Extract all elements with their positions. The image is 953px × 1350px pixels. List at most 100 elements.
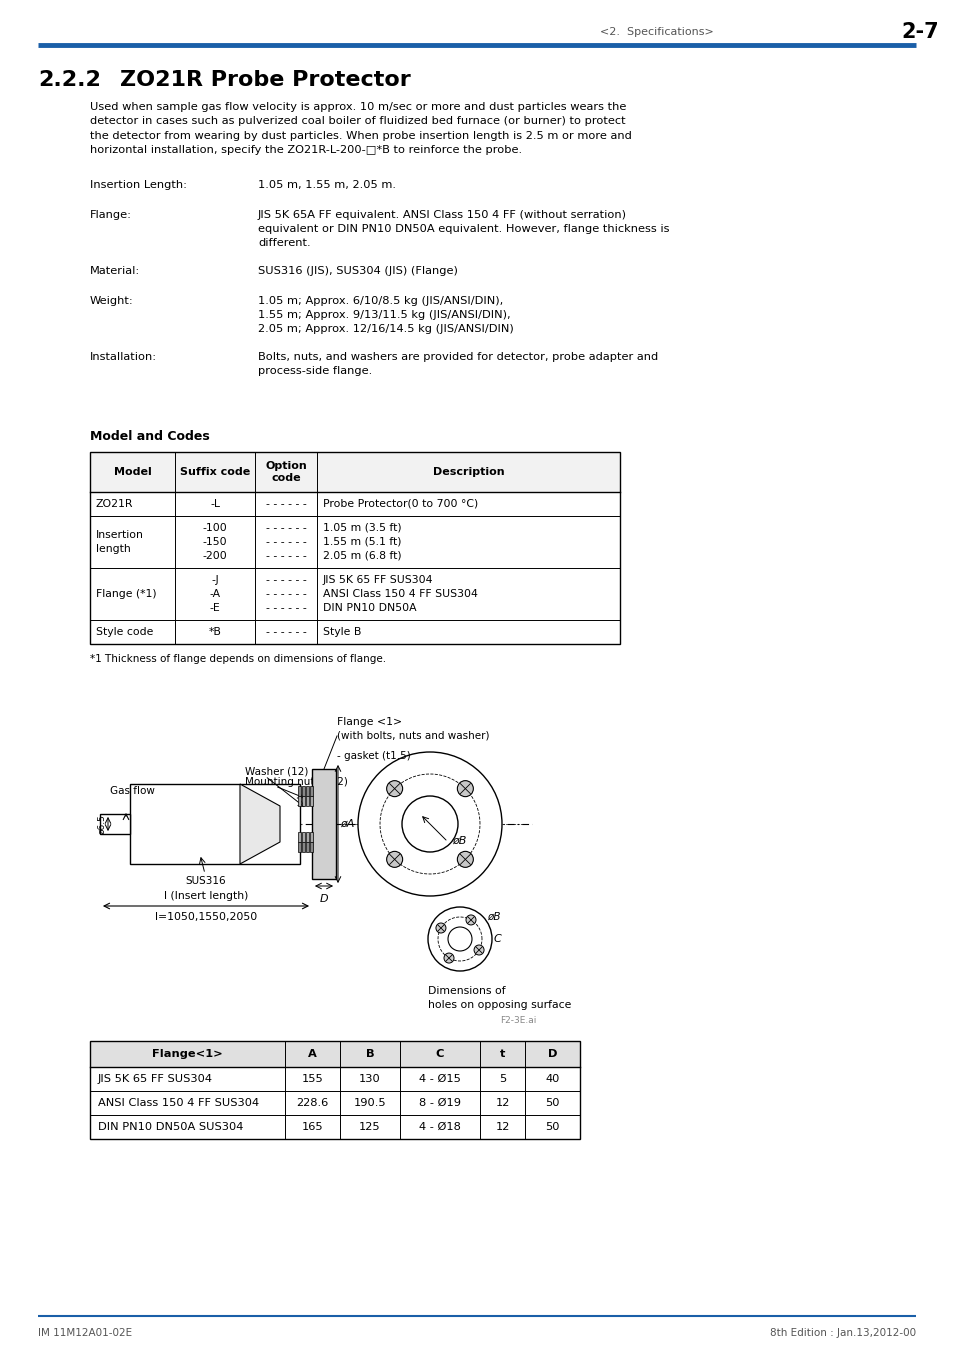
Circle shape [428,907,492,971]
Text: Flange <1>: Flange <1> [336,717,402,728]
Text: C: C [436,1049,444,1058]
Text: 228.6: 228.6 [296,1098,328,1108]
Text: Style code: Style code [96,626,153,637]
Text: Suffix code: Suffix code [180,467,250,477]
Text: - - - - - -: - - - - - - [265,500,306,509]
Bar [297,796,301,806]
Text: 1.05 m; Approx. 6/10/8.5 kg (JIS/ANSI/DIN),
1.55 m; Approx. 9/13/11.5 kg (JIS/AN: 1.05 m; Approx. 6/10/8.5 kg (JIS/ANSI/DI… [257,296,514,335]
Text: 8th Edition : Jan.13,2012-00: 8th Edition : Jan.13,2012-00 [769,1328,915,1338]
Text: 125: 125 [359,1122,380,1133]
Text: 165: 165 [301,1122,323,1133]
Text: -100
-150
-200: -100 -150 -200 [202,522,227,562]
Bar [306,832,309,842]
Circle shape [474,945,483,954]
Text: Dimensions of: Dimensions of [428,986,505,996]
Text: 4 - Ø15: 4 - Ø15 [418,1075,460,1084]
Bar [100,814,130,834]
Bar [312,769,335,879]
Text: Mounting nut (M12): Mounting nut (M12) [245,778,348,787]
Text: 130: 130 [358,1075,380,1084]
Text: øA: øA [339,819,354,829]
Bar [90,452,619,491]
Text: øB: øB [486,913,500,922]
Text: Style B: Style B [323,626,361,637]
Text: SUS316: SUS316 [185,876,226,886]
Text: *1 Thickness of flange depends on dimensions of flange.: *1 Thickness of flange depends on dimens… [90,653,386,664]
Text: l (Insert length): l (Insert length) [164,891,248,900]
Text: 2-7: 2-7 [901,22,938,42]
Text: 2.2.2: 2.2.2 [38,70,101,90]
Text: 1.05 m (3.5 ft)
1.55 m (5.1 ft)
2.05 m (6.8 ft): 1.05 m (3.5 ft) 1.55 m (5.1 ft) 2.05 m (… [323,522,401,562]
Text: D: D [319,894,328,904]
Text: Option
code: Option code [265,460,307,483]
Bar [90,1041,579,1067]
Text: Weight:: Weight: [90,296,133,305]
Bar [302,786,305,796]
Bar [310,786,313,796]
Bar [130,784,299,864]
Text: 8 - Ø19: 8 - Ø19 [418,1098,460,1108]
Circle shape [443,953,454,963]
Text: JIS 5K 65A FF equivalent. ANSI Class 150 4 FF (without serration)
equivalent or : JIS 5K 65A FF equivalent. ANSI Class 150… [257,209,669,248]
Text: C: C [494,934,501,944]
Text: 5: 5 [498,1075,506,1084]
Text: Probe Protector(0 to 700 °C): Probe Protector(0 to 700 °C) [323,500,477,509]
Text: holes on opposing surface: holes on opposing surface [428,1000,571,1010]
Circle shape [401,796,457,852]
Circle shape [456,780,473,796]
Text: 4 - Ø18: 4 - Ø18 [418,1122,460,1133]
Bar [297,832,301,842]
Text: -L: -L [210,500,220,509]
Text: A: A [308,1049,316,1058]
Bar [306,796,309,806]
Bar [310,796,313,806]
Circle shape [436,923,445,933]
Bar [302,796,305,806]
Text: Washer (12): Washer (12) [245,765,308,776]
Text: 40: 40 [545,1075,559,1084]
Text: 50: 50 [545,1122,559,1133]
Text: - - - - - -: - - - - - - [265,626,306,637]
Text: (with bolts, nuts and washer): (with bolts, nuts and washer) [336,730,489,740]
Bar [90,1041,579,1139]
Text: - gasket (t1.5): - gasket (t1.5) [336,751,411,761]
Bar [306,842,309,852]
Text: Flange (*1): Flange (*1) [96,589,156,599]
Text: Model and Codes: Model and Codes [90,431,210,443]
Bar [297,842,301,852]
Text: JIS 5K 65 FF SUS304
ANSI Class 150 4 FF SUS304
DIN PN10 DN50A: JIS 5K 65 FF SUS304 ANSI Class 150 4 FF … [323,575,477,613]
Text: *B: *B [209,626,221,637]
Text: IM 11M12A01-02E: IM 11M12A01-02E [38,1328,132,1338]
Text: Model: Model [113,467,152,477]
Text: Flange:: Flange: [90,209,132,220]
Text: Used when sample gas flow velocity is approx. 10 m/sec or more and dust particle: Used when sample gas flow velocity is ap… [90,103,631,155]
Circle shape [465,915,476,925]
Text: Material:: Material: [90,266,140,275]
Text: Flange<1>: Flange<1> [152,1049,223,1058]
Circle shape [386,852,402,867]
Bar [306,786,309,796]
Text: Installation:: Installation: [90,352,157,362]
Text: øB: øB [452,836,466,846]
Text: l=1050,1550,2050: l=1050,1550,2050 [154,913,257,922]
Circle shape [357,752,501,896]
Text: JIS 5K 65 FF SUS304: JIS 5K 65 FF SUS304 [98,1075,213,1084]
Bar [90,452,619,644]
Text: F2-3E.ai: F2-3E.ai [499,1017,536,1025]
Text: - - - - - -
- - - - - -
- - - - - -: - - - - - - - - - - - - - - - - - - [265,522,306,562]
Text: Insertion
length: Insertion length [96,531,144,554]
Text: 12: 12 [495,1098,509,1108]
Text: - - - - - -
- - - - - -
- - - - - -: - - - - - - - - - - - - - - - - - - [265,575,306,613]
Text: SUS316 (JIS), SUS304 (JIS) (Flange): SUS316 (JIS), SUS304 (JIS) (Flange) [257,266,457,275]
Bar [302,842,305,852]
Text: Insertion Length:: Insertion Length: [90,180,187,190]
Text: <2.  Specifications>: <2. Specifications> [599,27,713,36]
Text: -J
-A
-E: -J -A -E [210,575,220,613]
Text: ø6.5: ø6.5 [97,814,106,834]
Bar [310,832,313,842]
Bar [302,832,305,842]
Text: 12: 12 [495,1122,509,1133]
Text: DIN PN10 DN50A SUS304: DIN PN10 DN50A SUS304 [98,1122,243,1133]
Text: 190.5: 190.5 [354,1098,386,1108]
Circle shape [386,780,402,796]
